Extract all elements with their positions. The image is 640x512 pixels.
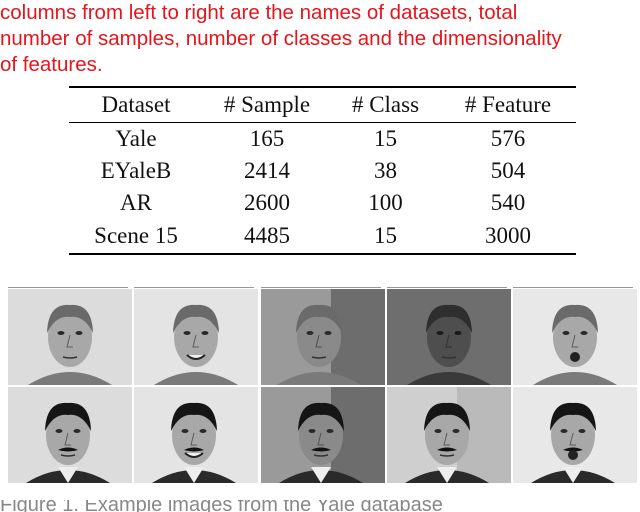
cell-dataset: EYaleB <box>100 158 172 183</box>
cell-class: 100 <box>368 190 403 215</box>
face-image-subject-2-shadow <box>387 387 511 483</box>
image-border-line <box>8 287 128 288</box>
table-caption: columns from left to right are the names… <box>0 0 640 78</box>
caption-line-3: of features. <box>0 53 103 76</box>
table-row: Yale 165 15 576 <box>69 123 576 156</box>
datasets-table: Dataset # Sample # Class # Feature Yale … <box>69 86 576 255</box>
figure-caption: Figure 1. Example images from the Yale d… <box>0 500 640 512</box>
table-row: EYaleB 2414 38 504 <box>69 155 576 187</box>
face-image-subject-1-left-light <box>261 289 385 385</box>
face-image-subject-2-normal <box>8 387 132 483</box>
caption-line-2: number of samples, number of classes and… <box>0 27 562 50</box>
cell-feature: 3000 <box>440 219 576 255</box>
cell-dataset: Yale <box>115 126 157 151</box>
face-image-subject-1-normal <box>8 289 132 385</box>
table-header-row: Dataset # Sample # Class # Feature <box>69 86 576 123</box>
cell-sample: 4485 <box>203 219 331 255</box>
cell-feature: 576 <box>490 126 526 151</box>
face-image-grid <box>0 287 640 509</box>
face-image-subject-2-left-light <box>261 387 385 483</box>
table-row: AR 2600 100 540 <box>69 187 576 219</box>
face-image-subject-2-surprised <box>513 387 637 483</box>
cell-feature: 504 <box>490 158 526 183</box>
cell-class: 38 <box>374 158 397 183</box>
header-class: # Class <box>331 86 440 123</box>
cell-feature: 540 <box>490 190 526 215</box>
image-border-line <box>261 287 381 288</box>
image-border-line <box>134 287 254 288</box>
cell-sample: 2414 <box>244 158 290 183</box>
caption-line-1: columns from left to right are the names… <box>0 1 518 24</box>
face-image-subject-1-happy <box>134 289 258 385</box>
table-row: Scene 15 4485 15 3000 <box>69 219 576 255</box>
cell-class: 15 <box>374 126 397 151</box>
cell-sample: 2600 <box>244 190 290 215</box>
header-dataset: Dataset <box>69 86 203 123</box>
cell-dataset: Scene 15 <box>69 219 203 255</box>
image-border-line <box>387 287 507 288</box>
face-image-subject-1-surprised <box>513 289 637 385</box>
cell-class: 15 <box>331 219 440 255</box>
cell-dataset: AR <box>120 190 152 215</box>
cell-sample: 165 <box>249 126 285 151</box>
face-image-subject-2-happy <box>134 387 258 483</box>
image-border-line <box>513 287 633 288</box>
header-sample: # Sample <box>203 86 331 123</box>
figure-caption-text: Figure 1. Example images from the Yale d… <box>0 500 443 512</box>
face-image-subject-1-dark <box>387 289 511 385</box>
header-feature: # Feature <box>440 86 576 123</box>
